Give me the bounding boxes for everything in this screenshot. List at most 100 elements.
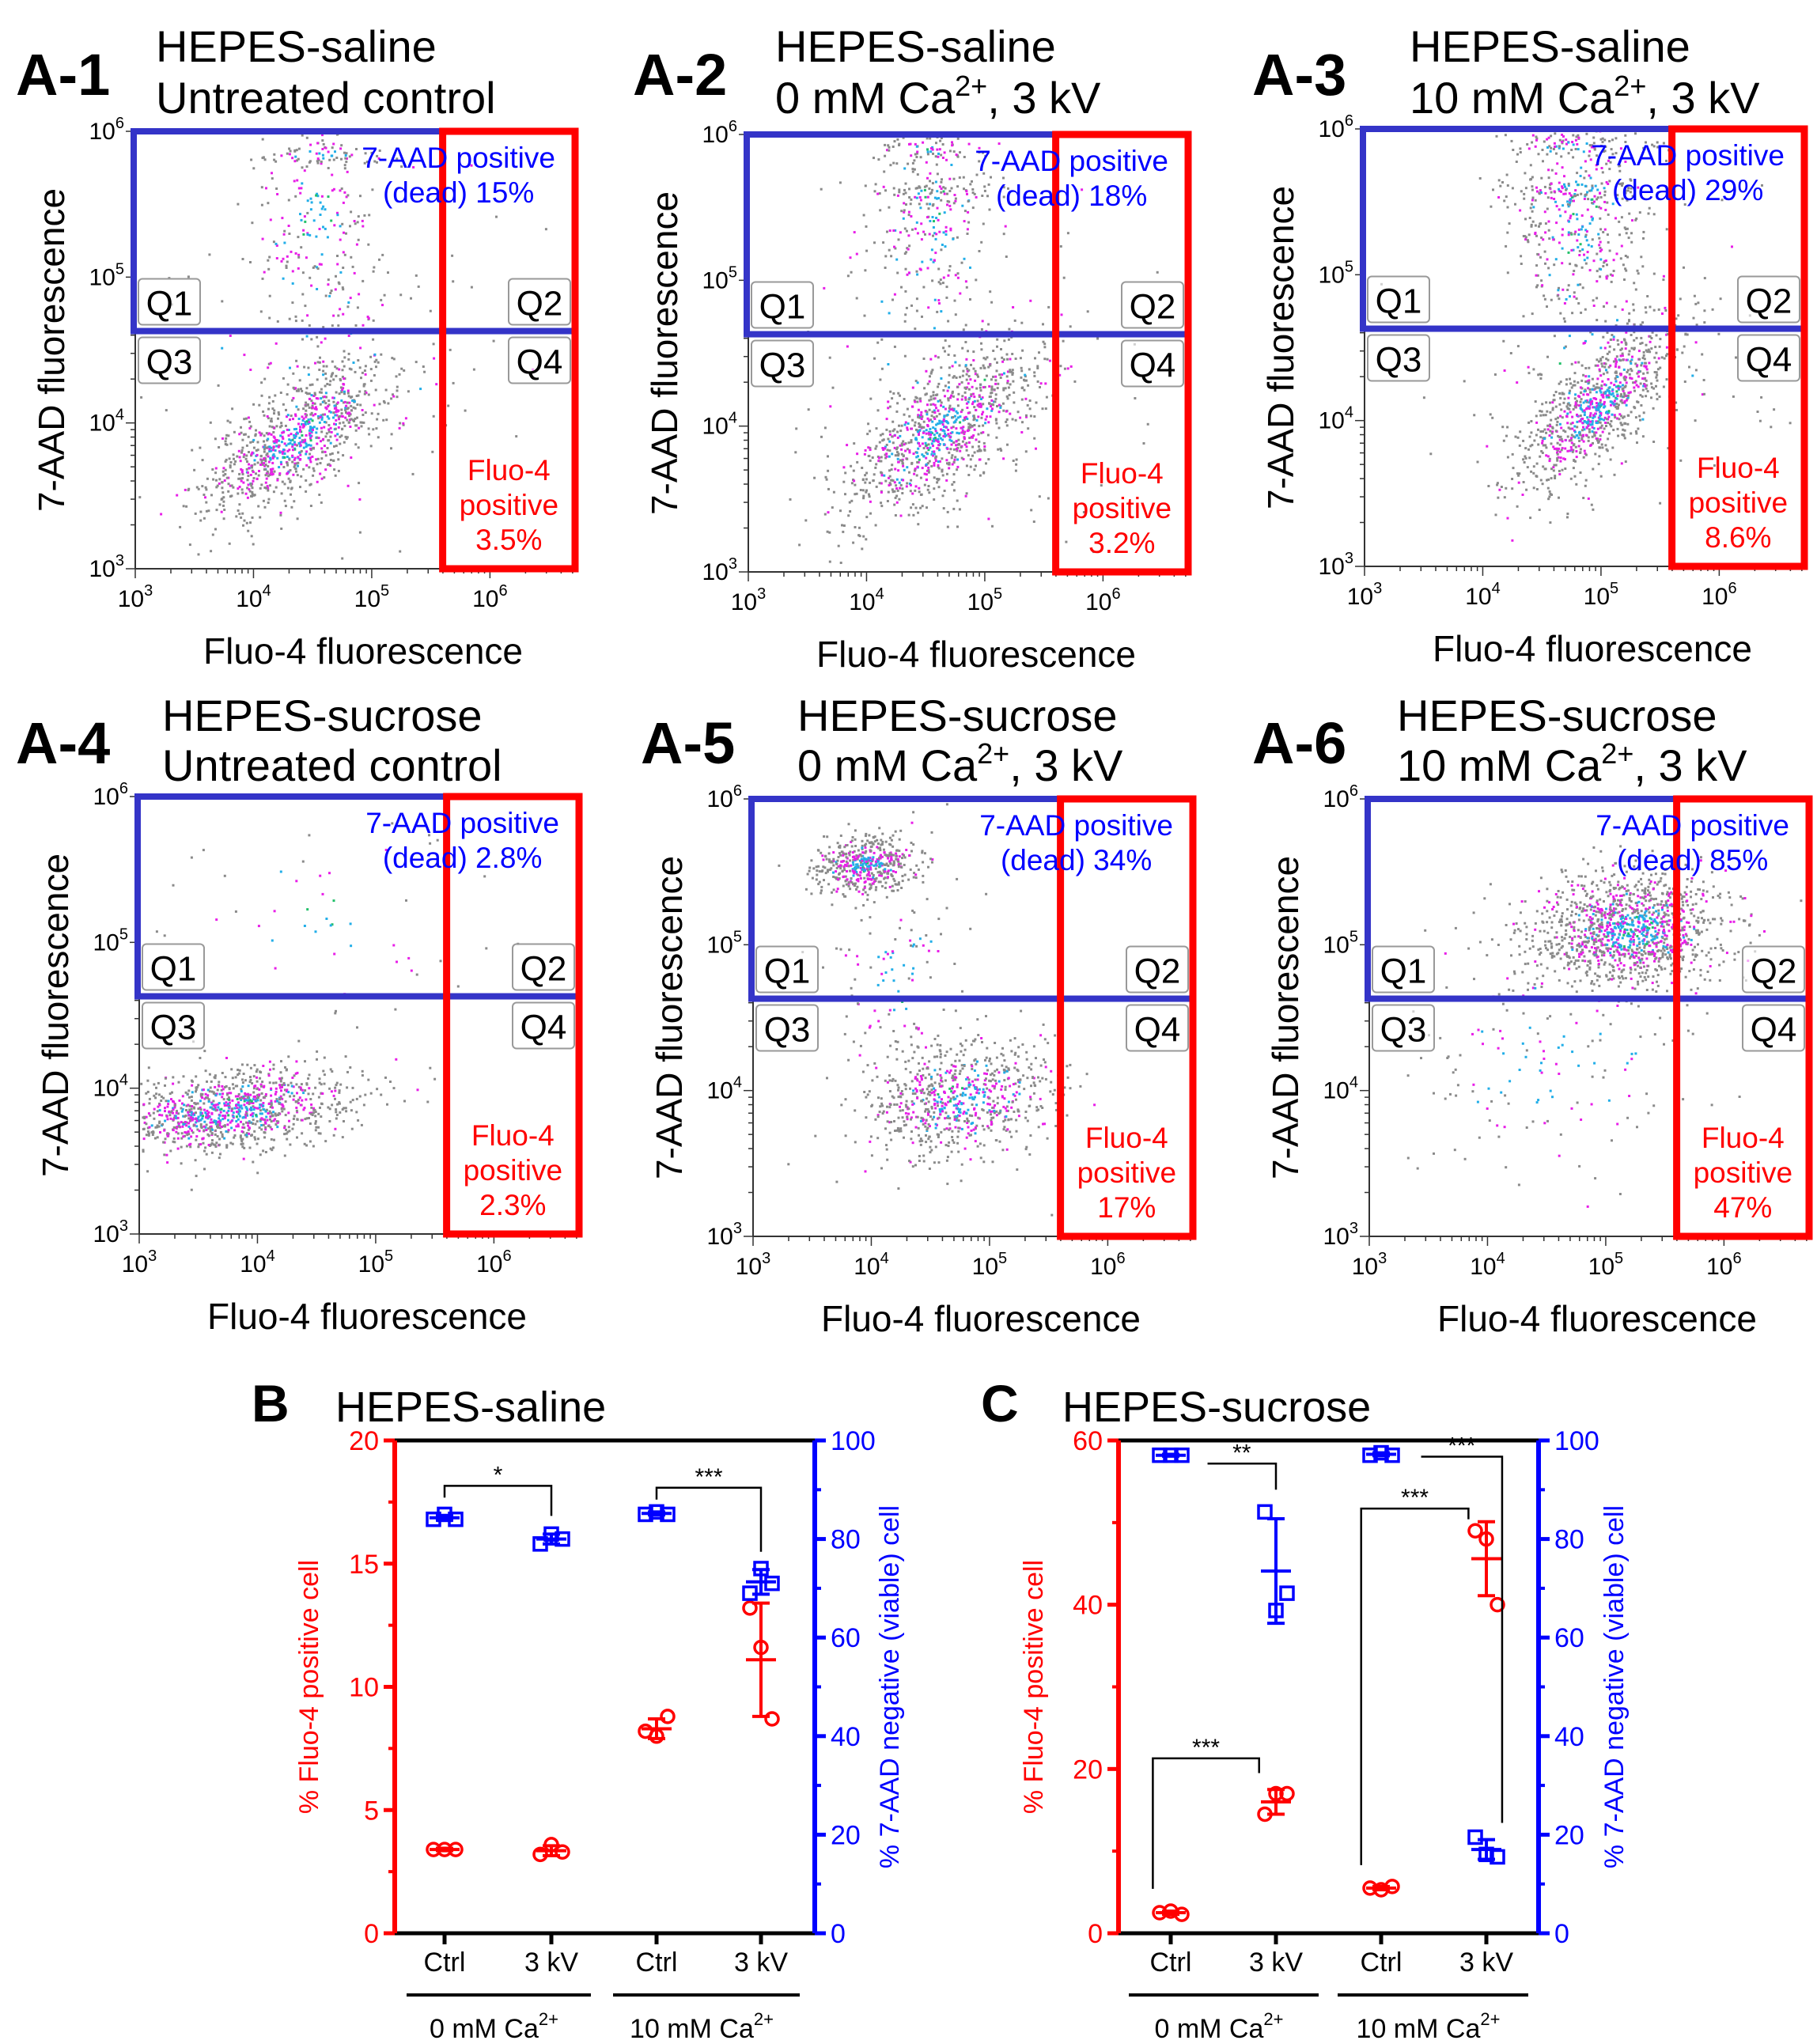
event-dot bbox=[955, 153, 958, 157]
event-dot bbox=[306, 232, 309, 235]
event-dot bbox=[271, 407, 274, 411]
event-dot bbox=[296, 1111, 299, 1114]
event-dot bbox=[938, 412, 941, 415]
event-dot bbox=[332, 459, 335, 462]
event-dot bbox=[1630, 240, 1633, 244]
event-dot bbox=[918, 486, 921, 490]
event-dot bbox=[955, 410, 958, 413]
event-dot bbox=[1134, 397, 1137, 399]
event-dot bbox=[260, 186, 263, 189]
event-dot bbox=[276, 456, 279, 460]
event-dot bbox=[1580, 183, 1584, 186]
event-dot bbox=[969, 458, 972, 461]
event-dot bbox=[246, 479, 249, 482]
event-dot bbox=[242, 456, 245, 459]
event-dot bbox=[1600, 418, 1603, 421]
event-dot bbox=[804, 519, 808, 522]
tick-exponent: 4 bbox=[876, 585, 884, 603]
event-dot bbox=[898, 144, 900, 146]
event-dot bbox=[288, 233, 291, 235]
event-dot bbox=[1576, 184, 1579, 187]
event-dot bbox=[1535, 137, 1539, 140]
event-dot bbox=[1633, 389, 1636, 392]
event-dot bbox=[1008, 370, 1011, 373]
event-dot bbox=[1576, 399, 1578, 403]
event-dot bbox=[234, 1076, 237, 1079]
event-dot bbox=[1538, 192, 1541, 195]
event-dot bbox=[376, 161, 378, 164]
event-dot bbox=[1634, 132, 1637, 135]
event-dot bbox=[224, 1124, 226, 1127]
event-dot bbox=[1082, 511, 1085, 513]
event-dot bbox=[909, 142, 912, 146]
event-dot bbox=[1596, 252, 1599, 256]
event-dot bbox=[1028, 407, 1032, 411]
event-dot bbox=[336, 255, 339, 257]
event-dot bbox=[259, 516, 262, 519]
event-dot bbox=[996, 345, 998, 348]
event-dot bbox=[335, 423, 337, 426]
event-dot bbox=[297, 422, 300, 426]
event-dot bbox=[337, 451, 339, 454]
event-dot bbox=[916, 150, 919, 153]
event-dot bbox=[1567, 205, 1570, 208]
event-dot bbox=[335, 445, 338, 448]
event-dot bbox=[948, 407, 951, 410]
event-dot bbox=[307, 456, 310, 460]
event-dot bbox=[229, 461, 233, 464]
event-dot bbox=[972, 392, 975, 396]
event-dot bbox=[432, 414, 435, 418]
event-dot bbox=[926, 411, 929, 414]
event-dot bbox=[979, 389, 982, 392]
event-dot bbox=[975, 438, 978, 441]
event-dot bbox=[1684, 333, 1687, 336]
event-dot bbox=[336, 211, 339, 214]
event-dot bbox=[1561, 228, 1564, 231]
event-dot bbox=[238, 456, 241, 459]
event-dot bbox=[292, 396, 295, 399]
event-dot bbox=[243, 453, 246, 456]
event-dot bbox=[259, 455, 263, 458]
quadrant-label-q3: Q3 bbox=[759, 346, 806, 385]
event-dot bbox=[227, 1106, 230, 1109]
event-dot bbox=[1558, 362, 1561, 365]
event-dot bbox=[1564, 447, 1567, 450]
event-dot bbox=[383, 401, 386, 404]
event-dot bbox=[971, 400, 975, 403]
event-dot bbox=[946, 462, 948, 465]
event-dot bbox=[1539, 455, 1542, 458]
event-dot bbox=[1596, 404, 1599, 407]
event-dot bbox=[1591, 426, 1594, 429]
event-dot bbox=[305, 442, 308, 445]
event-dot bbox=[927, 485, 930, 487]
event-dot bbox=[259, 464, 263, 466]
event-dot bbox=[306, 211, 309, 214]
event-dot bbox=[316, 157, 320, 161]
event-dot bbox=[396, 389, 399, 392]
event-dot bbox=[1499, 184, 1502, 187]
event-dot bbox=[343, 253, 346, 256]
event-dot bbox=[1599, 240, 1602, 244]
event-dot bbox=[903, 468, 906, 471]
x-tick-label: 104 bbox=[236, 582, 271, 612]
event-dot bbox=[1567, 284, 1570, 287]
event-dot bbox=[328, 383, 331, 386]
event-dot bbox=[884, 255, 888, 258]
event-dot bbox=[328, 410, 331, 413]
event-dot bbox=[910, 198, 913, 201]
event-dot bbox=[967, 441, 971, 444]
event-dot bbox=[932, 454, 935, 457]
event-dot bbox=[296, 179, 299, 182]
event-dot bbox=[1005, 418, 1009, 421]
event-dot bbox=[1559, 396, 1562, 399]
event-dot bbox=[290, 487, 293, 490]
event-dot bbox=[895, 484, 898, 487]
event-dot bbox=[176, 1121, 180, 1124]
event-dot bbox=[216, 1125, 218, 1128]
event-dot bbox=[1701, 353, 1704, 356]
event-dot bbox=[1694, 369, 1698, 372]
event-dot bbox=[1650, 396, 1652, 399]
tick-exponent: 5 bbox=[1345, 258, 1353, 275]
event-dot bbox=[1639, 382, 1642, 385]
event-dot bbox=[1583, 414, 1586, 416]
